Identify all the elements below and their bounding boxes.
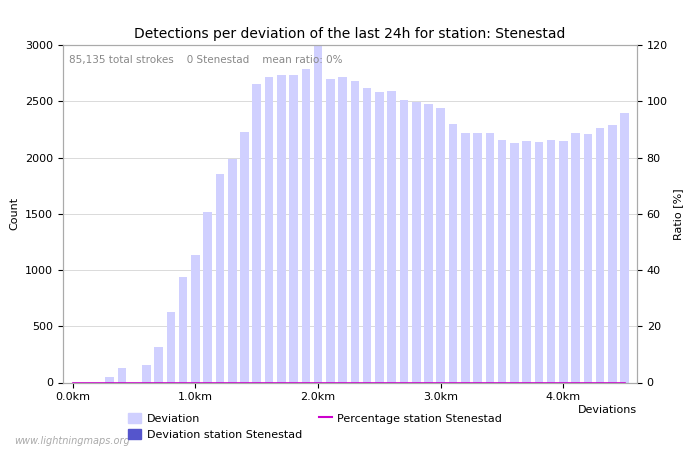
- Bar: [584, 134, 592, 382]
- Percentage station Stenestad: [265, 380, 273, 385]
- Bar: [424, 104, 433, 382]
- Bar: [155, 346, 163, 382]
- Percentage station Stenestad: [473, 380, 482, 385]
- Bar: [105, 377, 114, 382]
- Percentage station Stenestad: [142, 380, 150, 385]
- Bar: [387, 91, 396, 382]
- Bar: [326, 79, 335, 382]
- Percentage station Stenestad: [289, 380, 298, 385]
- Bar: [535, 142, 543, 382]
- Percentage station Stenestad: [106, 380, 114, 385]
- Bar: [363, 88, 372, 382]
- Bar: [118, 368, 126, 382]
- Percentage station Stenestad: [204, 380, 212, 385]
- Text: 85,135 total strokes    0 Stenestad    mean ratio: 0%: 85,135 total strokes 0 Stenestad mean ra…: [69, 55, 342, 65]
- Bar: [167, 311, 175, 382]
- Bar: [265, 76, 273, 382]
- Percentage station Stenestad: [547, 380, 555, 385]
- Percentage station Stenestad: [596, 380, 604, 385]
- Percentage station Stenestad: [363, 380, 372, 385]
- Bar: [277, 75, 286, 382]
- Percentage station Stenestad: [437, 380, 445, 385]
- Bar: [289, 75, 298, 382]
- Percentage station Stenestad: [388, 380, 396, 385]
- Percentage station Stenestad: [608, 380, 617, 385]
- Bar: [191, 256, 200, 382]
- Percentage station Stenestad: [584, 380, 592, 385]
- Bar: [216, 174, 224, 382]
- Bar: [400, 100, 408, 382]
- Percentage station Stenestad: [338, 380, 346, 385]
- Bar: [351, 81, 359, 382]
- Percentage station Stenestad: [412, 380, 421, 385]
- Y-axis label: Ratio [%]: Ratio [%]: [673, 188, 683, 239]
- Percentage station Stenestad: [167, 380, 175, 385]
- Percentage station Stenestad: [559, 380, 568, 385]
- Bar: [204, 212, 212, 382]
- Percentage station Stenestad: [535, 380, 543, 385]
- Bar: [412, 103, 421, 382]
- Percentage station Stenestad: [228, 380, 237, 385]
- Bar: [510, 143, 519, 382]
- Percentage station Stenestad: [302, 380, 310, 385]
- Percentage station Stenestad: [620, 380, 629, 385]
- Percentage station Stenestad: [191, 380, 200, 385]
- Percentage station Stenestad: [69, 380, 77, 385]
- Bar: [522, 140, 531, 382]
- Bar: [473, 133, 482, 382]
- Percentage station Stenestad: [253, 380, 261, 385]
- Percentage station Stenestad: [375, 380, 384, 385]
- Percentage station Stenestad: [326, 380, 335, 385]
- Bar: [253, 85, 261, 382]
- Bar: [486, 133, 494, 382]
- Bar: [620, 112, 629, 382]
- Percentage station Stenestad: [449, 380, 457, 385]
- Text: www.lightningmaps.org: www.lightningmaps.org: [14, 436, 130, 446]
- Bar: [228, 159, 237, 382]
- Percentage station Stenestad: [571, 380, 580, 385]
- Text: Deviations: Deviations: [578, 405, 637, 415]
- Bar: [596, 128, 605, 382]
- Bar: [302, 68, 310, 382]
- Percentage station Stenestad: [93, 380, 102, 385]
- Bar: [449, 124, 457, 382]
- Percentage station Stenestad: [461, 380, 470, 385]
- Y-axis label: Count: Count: [10, 197, 20, 230]
- Bar: [142, 364, 150, 382]
- Percentage station Stenestad: [400, 380, 408, 385]
- Percentage station Stenestad: [522, 380, 531, 385]
- Bar: [179, 277, 188, 382]
- Percentage station Stenestad: [351, 380, 359, 385]
- Bar: [314, 38, 323, 382]
- Bar: [608, 125, 617, 382]
- Percentage station Stenestad: [179, 380, 188, 385]
- Percentage station Stenestad: [486, 380, 494, 385]
- Percentage station Stenestad: [498, 380, 506, 385]
- Bar: [571, 133, 580, 382]
- Percentage station Stenestad: [277, 380, 286, 385]
- Bar: [498, 140, 506, 382]
- Percentage station Stenestad: [155, 380, 163, 385]
- Percentage station Stenestad: [81, 380, 90, 385]
- Bar: [338, 76, 347, 382]
- Bar: [437, 108, 445, 382]
- Title: Detections per deviation of the last 24h for station: Stenestad: Detections per deviation of the last 24h…: [134, 27, 566, 41]
- Percentage station Stenestad: [510, 380, 519, 385]
- Bar: [461, 133, 470, 382]
- Percentage station Stenestad: [314, 380, 322, 385]
- Bar: [559, 140, 568, 382]
- Bar: [375, 92, 384, 382]
- Percentage station Stenestad: [424, 380, 433, 385]
- Percentage station Stenestad: [130, 380, 139, 385]
- Percentage station Stenestad: [240, 380, 248, 385]
- Percentage station Stenestad: [118, 380, 126, 385]
- Percentage station Stenestad: [216, 380, 224, 385]
- Bar: [240, 131, 248, 382]
- Legend: Deviation, Deviation station Stenestad, Percentage station Stenestad: Deviation, Deviation station Stenestad, …: [123, 409, 507, 445]
- Bar: [547, 140, 555, 382]
